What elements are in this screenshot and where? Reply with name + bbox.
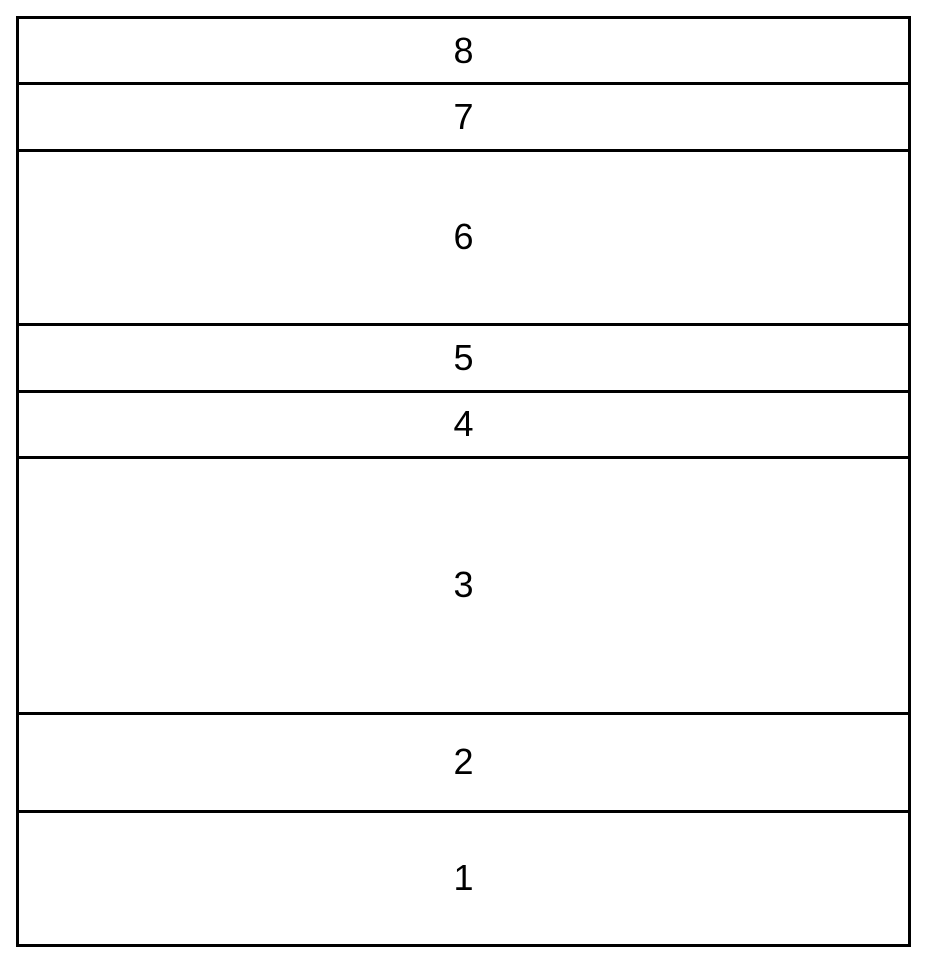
layer-5: 5 [19,326,908,392]
layer-stack-diagram: 8 7 6 5 4 3 2 1 [16,16,911,947]
layer-label: 4 [453,403,473,445]
layer-label: 8 [453,30,473,72]
layer-8: 8 [19,19,908,85]
layer-7: 7 [19,85,908,151]
layer-3: 3 [19,459,908,715]
layer-label: 7 [453,96,473,138]
layer-2: 2 [19,715,908,813]
layer-6: 6 [19,152,908,327]
layer-label: 1 [453,857,473,899]
layer-label: 6 [453,216,473,258]
layer-1: 1 [19,813,908,944]
layer-4: 4 [19,393,908,459]
layer-label: 2 [453,741,473,783]
layer-label: 5 [453,337,473,379]
layer-label: 3 [453,564,473,606]
